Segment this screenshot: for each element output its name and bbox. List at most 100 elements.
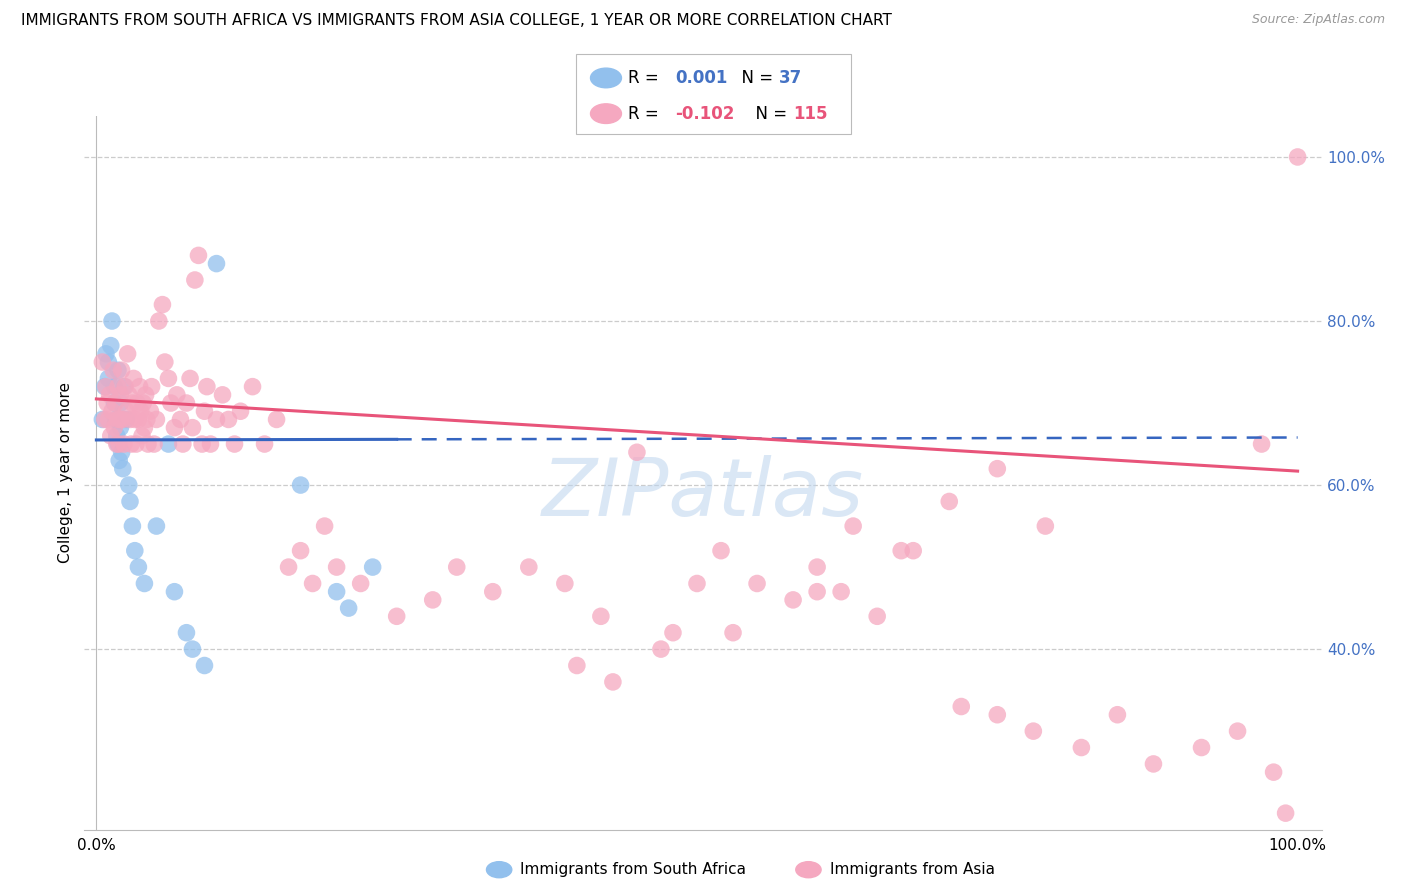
Point (103, 396, 125, 410)
Point (100, 338, 122, 352)
Point (118, 388, 141, 402)
Point (139, 404, 162, 418)
Point (157, 371, 180, 385)
Point (211, 388, 233, 402)
Point (806, 584, 828, 599)
Point (104, 396, 127, 410)
Point (104, 412, 127, 426)
Point (181, 420, 204, 434)
Point (127, 396, 149, 410)
Point (136, 437, 159, 451)
Point (153, 355, 176, 369)
Point (710, 543, 733, 558)
Point (325, 560, 347, 574)
Point (166, 388, 188, 402)
Point (107, 412, 129, 426)
Point (602, 674, 624, 689)
Point (446, 560, 468, 574)
Point (986, 461, 1008, 475)
Point (830, 584, 852, 599)
Text: R =: R = (628, 69, 665, 87)
Text: Immigrants from Asia: Immigrants from Asia (830, 863, 994, 877)
Point (938, 494, 960, 508)
Point (118, 478, 141, 492)
Point (224, 437, 246, 451)
Point (1286, 150, 1309, 164)
Point (128, 379, 150, 393)
Point (163, 584, 186, 599)
Point (179, 371, 201, 385)
Point (163, 420, 186, 434)
Point (118, 494, 141, 508)
Point (721, 625, 744, 640)
Point (745, 576, 768, 591)
Point (842, 519, 865, 533)
Point (1142, 756, 1164, 771)
Text: N =: N = (745, 104, 793, 122)
Point (148, 314, 170, 328)
Point (806, 560, 828, 574)
Point (121, 396, 143, 410)
Point (176, 625, 198, 640)
Text: -0.102: -0.102 (675, 104, 734, 122)
Point (290, 478, 312, 492)
Point (110, 388, 132, 402)
Point (94, 379, 117, 393)
Point (134, 420, 156, 434)
Point (114, 379, 136, 393)
Point (866, 609, 889, 624)
Point (200, 437, 222, 451)
Point (314, 519, 336, 533)
Point (110, 420, 132, 434)
Point (108, 437, 131, 451)
Point (105, 429, 128, 443)
Point (103, 420, 125, 434)
Text: Immigrants from South Africa: Immigrants from South Africa (520, 863, 747, 877)
Point (554, 576, 576, 591)
Point (110, 445, 132, 459)
Text: R =: R = (628, 104, 665, 122)
Point (108, 453, 131, 467)
Point (135, 388, 157, 402)
Point (110, 396, 132, 410)
Point (124, 543, 146, 558)
Point (91, 355, 114, 369)
Point (97, 371, 120, 385)
Text: N =: N = (731, 69, 779, 87)
Point (107, 363, 129, 377)
Point (1274, 806, 1296, 821)
Point (129, 404, 152, 418)
Point (193, 658, 215, 673)
Point (94, 347, 117, 361)
Point (112, 437, 135, 451)
Point (169, 412, 191, 426)
Text: 0.001: 0.001 (675, 69, 727, 87)
Point (782, 593, 804, 607)
Point (337, 601, 360, 615)
Point (145, 412, 167, 426)
Point (422, 593, 444, 607)
Point (1070, 740, 1092, 755)
Point (127, 560, 149, 574)
Point (103, 363, 125, 377)
Point (662, 625, 685, 640)
Point (193, 404, 215, 418)
Point (94, 379, 117, 393)
Point (187, 248, 209, 262)
Point (160, 396, 183, 410)
Point (205, 412, 228, 426)
Point (107, 379, 129, 393)
Point (253, 437, 276, 451)
Point (112, 379, 135, 393)
Point (111, 461, 134, 475)
Point (157, 437, 180, 451)
Point (110, 363, 132, 377)
Point (101, 404, 124, 418)
Point (184, 273, 207, 287)
Point (290, 543, 312, 558)
Point (97, 412, 120, 426)
Point (1022, 724, 1045, 739)
Point (195, 379, 218, 393)
Point (191, 437, 214, 451)
Point (143, 437, 166, 451)
